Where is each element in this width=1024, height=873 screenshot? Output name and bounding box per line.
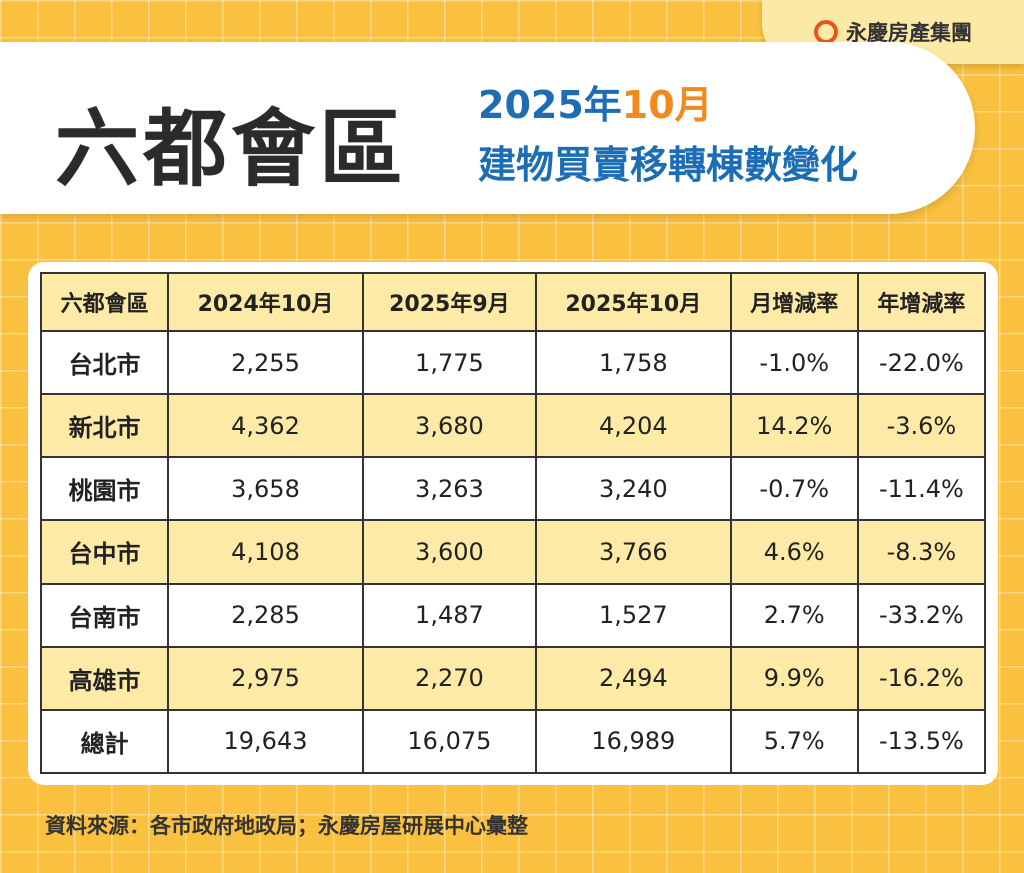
table-cell: 2,975 (167, 645, 364, 711)
table-cell: 16,075 (361, 708, 537, 775)
table-cell: 新北市 (39, 393, 170, 459)
table-cell: 19,643 (167, 708, 364, 775)
table-cell: 2,494 (534, 645, 732, 711)
source-note: 資料來源：各市政府地政局；永慶房屋研展中心彙整 (45, 814, 528, 838)
table-card: 六都會區 2024年10月 2025年9月 2025年10月 月增減率 年增減率 台北市 2,… (28, 262, 998, 785)
table-cell: 3,240 (534, 456, 732, 522)
table-row: 台中市 4,108 3,600 3,766 4.6% -8.3% (39, 519, 987, 585)
table-cell: 高雄市 (39, 645, 170, 711)
table-cell: 16,989 (534, 708, 732, 775)
table-cell: 1,775 (361, 330, 537, 396)
subtitle: 建物買賣移轉棟數變化 (478, 143, 859, 187)
table-row: 總計 19,643 16,075 16,989 5.7% -13.5% (39, 708, 987, 775)
column-header: 2025年10月 (534, 271, 732, 333)
column-header: 2025年9月 (361, 271, 537, 333)
table-cell: 4,362 (167, 393, 364, 459)
table-cell: 2,255 (167, 330, 364, 396)
column-header: 月增減率 (729, 271, 859, 333)
table-cell: -11.4% (856, 456, 987, 522)
table-cell: 台北市 (39, 330, 170, 396)
header-row: 六都會區 2024年10月 2025年9月 2025年10月 月增減率 年增減率 (39, 271, 987, 333)
table-cell: 3,766 (534, 519, 732, 585)
table-cell: 2.7% (729, 582, 859, 648)
column-header: 年增減率 (856, 271, 987, 333)
table-cell: 14.2% (729, 393, 859, 459)
table-cell: 桃園市 (39, 456, 170, 522)
subtitle-year: 2025年 (478, 83, 622, 127)
table-cell: -33.2% (856, 582, 987, 648)
table-cell: 1,487 (361, 582, 537, 648)
brand-name: 永慶房產集團 (846, 21, 972, 45)
table-cell: -1.0% (729, 330, 859, 396)
table-cell: -0.7% (729, 456, 859, 522)
table-cell: 台南市 (39, 582, 170, 648)
table-cell: 3,263 (361, 456, 537, 522)
table-cell: 總計 (39, 708, 170, 775)
table-row: 桃園市 3,658 3,263 3,240 -0.7% -11.4% (39, 456, 987, 522)
column-header: 六都會區 (39, 271, 170, 333)
table-cell: 台中市 (39, 519, 170, 585)
table-row: 台北市 2,255 1,775 1,758 -1.0% -22.0% (39, 330, 987, 396)
table-row: 新北市 4,362 3,680 4,204 14.2% -3.6% (39, 393, 987, 459)
table-row: 高雄市 2,975 2,270 2,494 9.9% -16.2% (39, 645, 987, 711)
table-cell: -13.5% (856, 708, 987, 775)
data-table: 六都會區 2024年10月 2025年9月 2025年10月 月增減率 年增減率 台北市 2,… (39, 271, 987, 775)
table-cell: -8.3% (856, 519, 987, 585)
table-cell: 4,108 (167, 519, 364, 585)
logo (814, 20, 838, 44)
table-cell: 1,527 (534, 582, 732, 648)
table-cell: -16.2% (856, 645, 987, 711)
table-cell: 2,270 (361, 645, 537, 711)
table-row: 台南市 2,285 1,487 1,527 2.7% -33.2% (39, 582, 987, 648)
table-cell: -22.0% (856, 330, 987, 396)
subtitle-date: 2025年10月 (478, 74, 713, 129)
table-cell: 3,658 (167, 456, 364, 522)
table-cell: 1,758 (534, 330, 732, 396)
column-header: 2024年10月 (167, 271, 364, 333)
title: 六都會區 (55, 100, 408, 198)
table-cell: 9.9% (729, 645, 859, 711)
subtitle-month: 10月 (621, 83, 713, 127)
table-cell: -3.6% (856, 393, 987, 459)
table-cell: 3,680 (361, 393, 537, 459)
table-cell: 5.7% (729, 708, 859, 775)
table-cell: 4.6% (729, 519, 859, 585)
table-cell: 2,285 (167, 582, 364, 648)
table-cell: 3,600 (361, 519, 537, 585)
table-cell: 4,204 (534, 393, 732, 459)
banner: 六都會區 2025年10月 建物買賣移轉棟數變化 (0, 42, 975, 214)
